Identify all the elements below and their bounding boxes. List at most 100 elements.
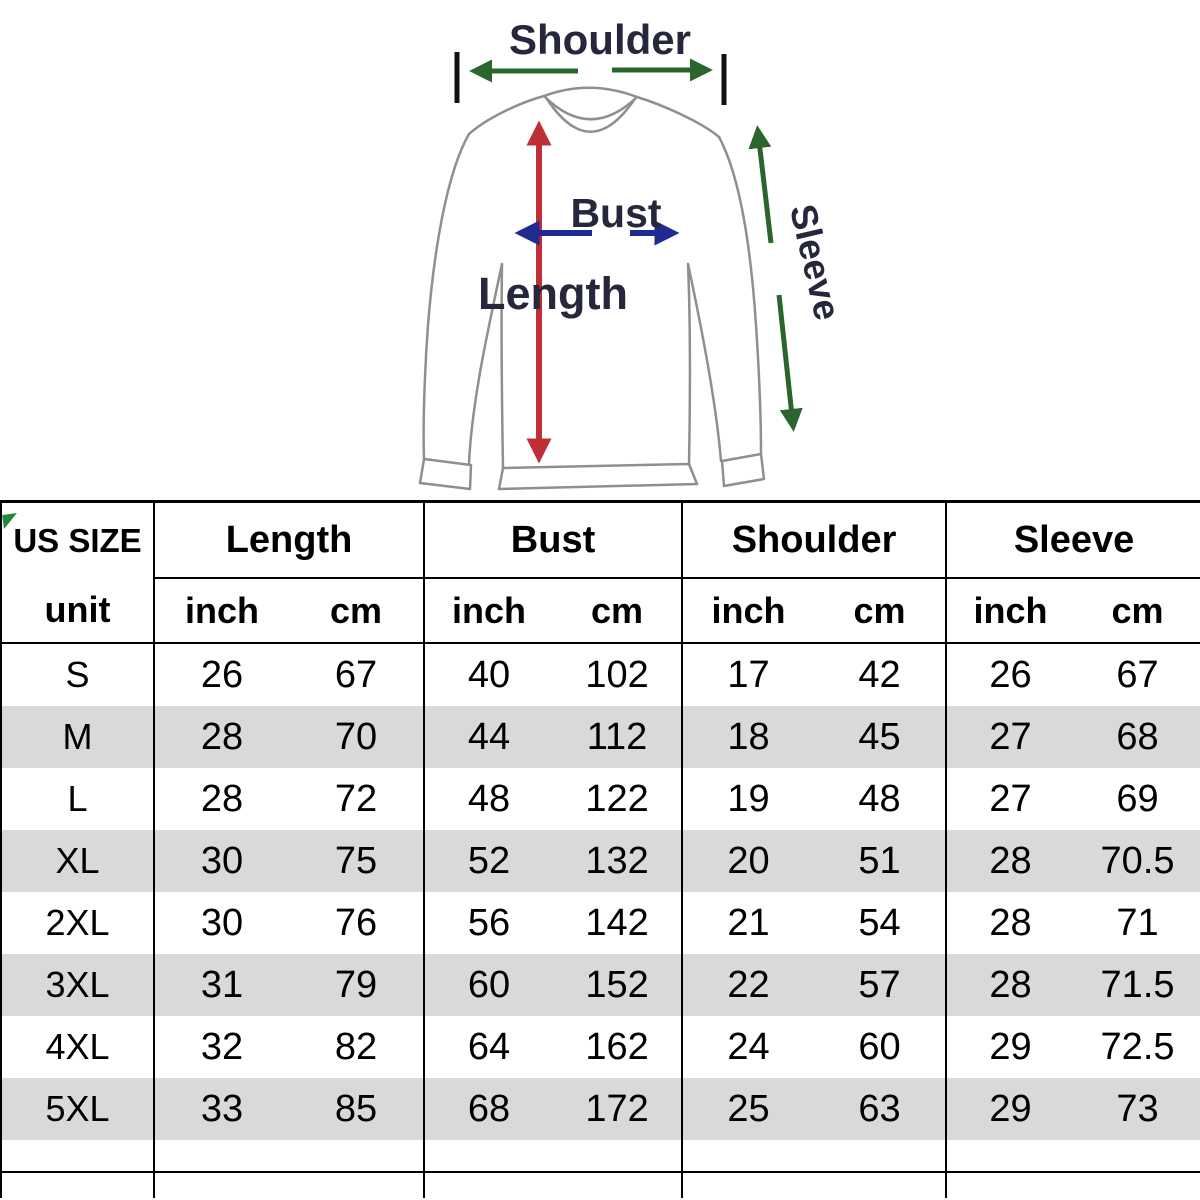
table-filler [1, 1140, 1200, 1198]
size-label: L [67, 778, 88, 819]
sleeve-label: Sleeve [782, 200, 848, 323]
table-row: 3XL 31 79 60 152 22 57 28 71.5 [1, 954, 1200, 1016]
measurement-cell: 76 [334, 901, 378, 944]
empty-cell [289, 1172, 424, 1198]
measurement-cell: 27 [945, 706, 1075, 768]
unit-header-inch: inch [423, 578, 554, 644]
group-header-row: US SIZE Length Bust Shoulder Sleeve [1, 501, 1200, 579]
size-label: M [62, 716, 93, 757]
unit-header-inch: inch [681, 578, 815, 644]
bust-label: Bust [570, 190, 661, 236]
table-row: 2XL 30 76 56 142 21 54 28 71 [1, 892, 1200, 954]
measurement-cell: 33 [153, 1078, 289, 1140]
measurement-cell: 29 [945, 1016, 1075, 1078]
empty-cell [681, 1172, 815, 1198]
left-shoulder-seam [467, 94, 546, 136]
measurement-cell: 52 [423, 830, 554, 892]
corner-cell: US SIZE [1, 502, 154, 579]
measurement-cell: 19 [681, 768, 815, 830]
sleeve-arrow-upper [748, 125, 774, 244]
table-row: S 26 67 40 102 17 42 26 67 [1, 643, 1200, 706]
collar-band-bottom [545, 97, 636, 133]
empty-cell [1, 1172, 154, 1198]
unit-header-inch: inch [945, 578, 1075, 644]
measurement-cell: 28 [945, 892, 1075, 954]
size-table-section: US SIZE Length Bust Shoulder Sleeve unit… [0, 500, 1200, 1200]
measurement-cell: 142 [585, 901, 649, 944]
measurement-cell: 69 [1116, 777, 1159, 820]
empty-cell [553, 1140, 683, 1173]
empty-cell [945, 1140, 1075, 1173]
measurement-cell: 45 [858, 715, 901, 758]
measurement-cell: 152 [585, 963, 649, 1006]
empty-cell [1074, 1140, 1200, 1173]
measurement-cell: 24 [681, 1016, 815, 1078]
sleeve-arrow-lower [776, 294, 803, 432]
measurement-cell: 132 [585, 839, 649, 882]
measurement-cell: 67 [1116, 653, 1159, 696]
group-header-length: Length [152, 501, 425, 579]
size-label: 5XL [45, 1088, 110, 1129]
collar-opening [542, 94, 639, 121]
right-sleeve-inner [686, 262, 723, 463]
body-right-side [686, 262, 692, 467]
measurement-cell: 28 [153, 706, 289, 768]
group-header-sleeve: Sleeve [945, 501, 1200, 579]
table-row: M 28 70 44 112 18 45 27 68 [1, 706, 1200, 768]
measurement-cell: 68 [1116, 715, 1159, 758]
left-sleeve-inner [467, 262, 504, 465]
measurement-cell: 48 [858, 777, 901, 820]
measurement-cell: 56 [423, 892, 554, 954]
measurement-cell: 70 [334, 715, 378, 758]
empty-cell [681, 1140, 815, 1173]
measurement-cell: 67 [334, 653, 378, 696]
measurement-cell: 60 [858, 1025, 901, 1068]
measurement-cell: 72 [334, 777, 378, 820]
unit-header-inch: inch [153, 578, 289, 644]
table-row: XL 30 75 52 132 20 51 28 70.5 [1, 830, 1200, 892]
measurement-cell: 60 [423, 954, 554, 1016]
table-header: US SIZE Length Bust Shoulder Sleeve unit… [1, 501, 1200, 644]
left-sleeve-outer [422, 132, 471, 461]
measurement-cell: 122 [585, 777, 649, 820]
measurement-cell: 71 [1116, 901, 1159, 944]
measurement-cell: 64 [423, 1016, 554, 1078]
measurement-cell: 71.5 [1100, 963, 1175, 1006]
measurement-cell: 30 [153, 892, 289, 954]
measurement-cell: 79 [334, 963, 378, 1006]
measurement-cell: 29 [945, 1078, 1075, 1140]
measurement-cell: 75 [334, 839, 378, 882]
hem-top-line [501, 462, 691, 470]
unit-header-cm: cm [1074, 578, 1200, 644]
unit-header-cm: cm [553, 578, 683, 644]
table-row: 5XL 33 85 68 172 25 63 29 73 [1, 1078, 1200, 1140]
right-cuff [720, 452, 766, 488]
measurement-cell: 68 [423, 1078, 554, 1140]
measurement-cell: 20 [681, 830, 815, 892]
measurement-cell: 70.5 [1100, 839, 1175, 882]
measurement-cell: 21 [681, 892, 815, 954]
collar-top-rim [542, 86, 639, 99]
shirt-measurement-diagram: Shoulder Length Bust Sleeve [0, 0, 1200, 500]
measurement-cell: 57 [858, 963, 901, 1006]
size-label: 4XL [45, 1026, 110, 1067]
hem-sides [497, 462, 699, 491]
group-header-bust: Bust [423, 501, 683, 579]
measurement-cell: 26 [945, 643, 1075, 706]
diagram-svg: Shoulder Length Bust Sleeve [418, 16, 848, 491]
measurement-cell: 85 [334, 1087, 378, 1130]
empty-cell [553, 1172, 682, 1198]
measurement-cell: 42 [858, 653, 901, 696]
measurement-cell: 63 [858, 1087, 901, 1130]
table-row: L 28 72 48 122 19 48 27 69 [1, 768, 1200, 830]
body-left-side [500, 262, 505, 470]
green-corner-marker-icon [2, 513, 19, 529]
measurement-cell: 31 [153, 954, 289, 1016]
empty-cell [153, 1172, 289, 1198]
unit-header-cm: cm [814, 578, 947, 644]
size-chart-table: US SIZE Length Bust Shoulder Sleeve unit… [0, 500, 1200, 1198]
size-label: 2XL [45, 902, 110, 943]
measurement-cell: 172 [585, 1087, 649, 1130]
empty-row [1, 1140, 1200, 1173]
